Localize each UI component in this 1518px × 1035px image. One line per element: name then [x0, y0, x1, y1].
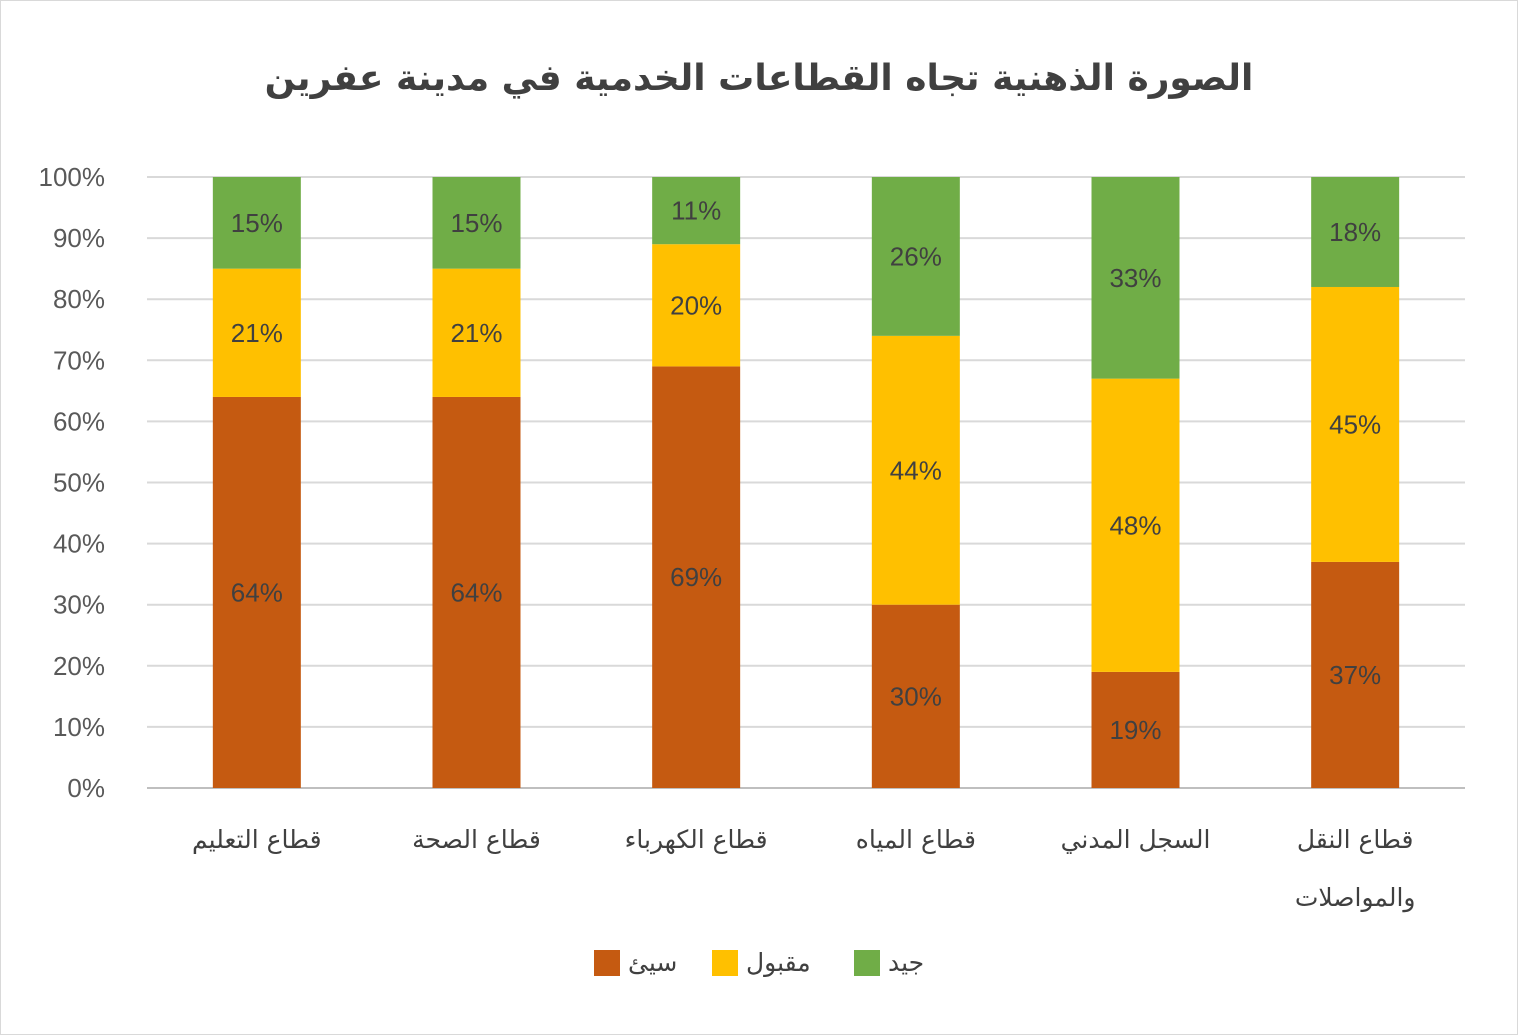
data-label: 33%	[1109, 263, 1161, 293]
y-tick-label: 100%	[39, 162, 106, 192]
legend-swatch	[594, 950, 620, 976]
gridlines	[147, 176, 1465, 789]
legend-swatch	[854, 950, 880, 976]
y-tick-label: 0%	[67, 773, 105, 803]
bar-segment	[652, 244, 741, 367]
legend-label: مقبول	[746, 948, 811, 977]
legend-item: جيد	[854, 948, 924, 977]
data-labels: 64% 21% 15% 64% 21% 15% 69% 20% 11% 30% 44% 26% 19% 4…	[231, 196, 1381, 745]
bar-segment	[1311, 561, 1400, 788]
legend-item: مقبول	[712, 948, 811, 977]
category-label: والمواصلات	[1295, 883, 1416, 913]
data-label: 18%	[1329, 217, 1381, 247]
bars	[212, 177, 1400, 788]
y-tick-label: 70%	[53, 345, 105, 375]
data-label: 26%	[890, 241, 942, 271]
y-tick-label: 30%	[53, 590, 105, 620]
data-label: 44%	[890, 455, 942, 485]
category-label: قطاع المياه	[856, 825, 976, 854]
legend-label: سيئ	[628, 948, 677, 977]
bar-segment	[432, 396, 521, 788]
data-label: 69%	[670, 562, 722, 592]
bar-segment	[212, 396, 301, 788]
y-tick-label: 60%	[53, 406, 105, 436]
y-tick-label: 10%	[53, 712, 105, 742]
bar-segment	[871, 177, 960, 336]
legend-swatch	[712, 950, 738, 976]
bar-segment	[1311, 177, 1400, 287]
bar-segment	[432, 268, 521, 397]
category-label: قطاع النقل	[1297, 825, 1414, 854]
category-label: قطاع التعليم	[192, 825, 322, 855]
bar-segment	[1311, 286, 1400, 562]
y-axis-ticks: 0% 10% 20% 30% 40% 50% 60% 70% 80% 90% 100%	[39, 162, 106, 803]
data-label: 21%	[231, 318, 283, 348]
bar-segment	[212, 268, 301, 397]
bar-segment	[432, 177, 521, 269]
data-label: 15%	[450, 208, 502, 238]
bar-segment	[652, 177, 741, 245]
chart-title: الصورة الذهنية تجاه القطاعات الخدمية في …	[265, 58, 1254, 99]
data-label: 11%	[671, 196, 721, 226]
data-label: 64%	[231, 577, 283, 607]
y-tick-label: 40%	[53, 529, 105, 559]
data-label: 30%	[890, 681, 942, 711]
bar-segment	[1091, 378, 1180, 672]
data-label: 21%	[450, 318, 502, 348]
legend-label: جيد	[888, 948, 924, 977]
bar-segment	[652, 366, 741, 788]
category-label: قطاع الكهرباء	[625, 825, 768, 855]
y-tick-label: 50%	[53, 468, 105, 498]
category-labels: قطاع التعليم قطاع الصحة قطاع الكهرباء قطاع …	[192, 825, 1415, 913]
data-label: 64%	[450, 577, 502, 607]
data-label: 48%	[1109, 510, 1161, 540]
y-tick-label: 90%	[53, 223, 105, 253]
data-label: 20%	[670, 290, 722, 320]
data-label: 19%	[1109, 715, 1161, 745]
category-label: السجل المدني	[1061, 825, 1211, 854]
bar-segment	[871, 604, 960, 788]
y-tick-label: 20%	[53, 651, 105, 681]
y-tick-label: 80%	[53, 284, 105, 314]
data-label: 37%	[1329, 660, 1381, 690]
bar-segment	[871, 335, 960, 605]
bar-segment	[212, 177, 301, 269]
category-label: قطاع الصحة	[412, 825, 541, 854]
legend: سيئ مقبول جيد	[594, 948, 924, 977]
legend-item: سيئ	[594, 948, 677, 977]
bar-segment	[1091, 177, 1180, 379]
bar-segment	[1091, 671, 1180, 788]
data-label: 15%	[231, 208, 283, 238]
data-label: 45%	[1329, 409, 1381, 439]
